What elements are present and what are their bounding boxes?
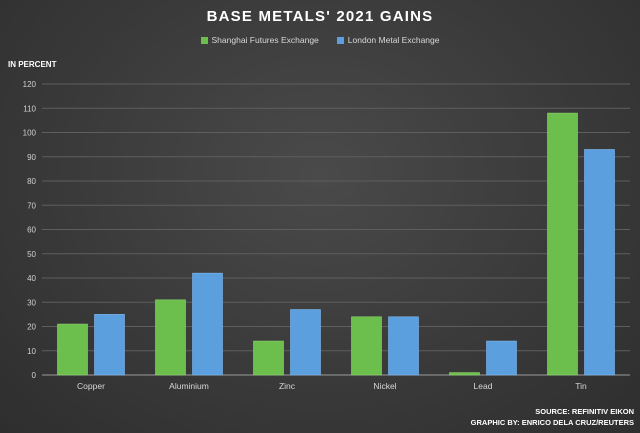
y-tick-label: 120 (23, 80, 37, 89)
legend: Shanghai Futures Exchange London Metal E… (0, 35, 640, 45)
y-tick-label: 100 (23, 129, 37, 138)
y-tick-label: 50 (27, 250, 36, 259)
x-tick-label: Lead (474, 381, 493, 391)
x-tick-label: Nickel (373, 381, 396, 391)
y-tick-label: 0 (32, 371, 37, 380)
legend-item-shanghai: Shanghai Futures Exchange (200, 35, 319, 45)
bar-shanghai-copper (57, 323, 88, 376)
source-credit: SOURCE: REFINITIV EIKON GRAPHIC BY: ENRI… (471, 406, 634, 428)
legend-swatch-shanghai (200, 36, 208, 44)
y-tick-label: 40 (27, 274, 36, 283)
bar-london-lead (486, 340, 517, 376)
legend-item-london: London Metal Exchange (336, 35, 440, 45)
y-tick-label: 30 (27, 298, 36, 307)
bar-shanghai-tin (547, 112, 578, 376)
y-tick-label: 90 (27, 153, 36, 162)
source-text: SOURCE: REFINITIV EIKON (535, 407, 634, 416)
x-tick-label: Aluminium (169, 381, 209, 391)
legend-label-london: London Metal Exchange (347, 35, 440, 45)
credit-text: GRAPHIC BY: ENRICO DELA CRUZ/REUTERS (470, 418, 634, 427)
y-tick-label: 10 (27, 347, 36, 356)
x-tick-label: Copper (77, 381, 105, 391)
y-tick-label: 110 (23, 104, 36, 113)
y-tick-label: 80 (27, 177, 36, 186)
bar-london-copper (94, 314, 125, 376)
bar-shanghai-aluminium (155, 299, 186, 376)
bar-london-nickel (388, 316, 419, 376)
bar-london-zinc (290, 309, 321, 376)
bar-london-aluminium (192, 272, 223, 376)
y-tick-label: 60 (27, 226, 36, 235)
legend-label-shanghai: Shanghai Futures Exchange (211, 35, 319, 45)
bar-shanghai-nickel (351, 316, 382, 376)
bar-shanghai-zinc (253, 340, 284, 376)
bar-shanghai-lead (449, 372, 480, 376)
y-tick-label: 20 (27, 323, 36, 332)
y-axis-unit-label: IN PERCENT (8, 60, 57, 69)
x-tick-label: Tin (575, 381, 587, 391)
y-tick-label: 70 (27, 201, 36, 210)
x-tick-label: Zinc (279, 381, 296, 391)
chart-title: BASE METALS' 2021 GAINS (206, 8, 434, 25)
legend-swatch-london (336, 36, 344, 44)
bar-london-tin (584, 149, 615, 376)
